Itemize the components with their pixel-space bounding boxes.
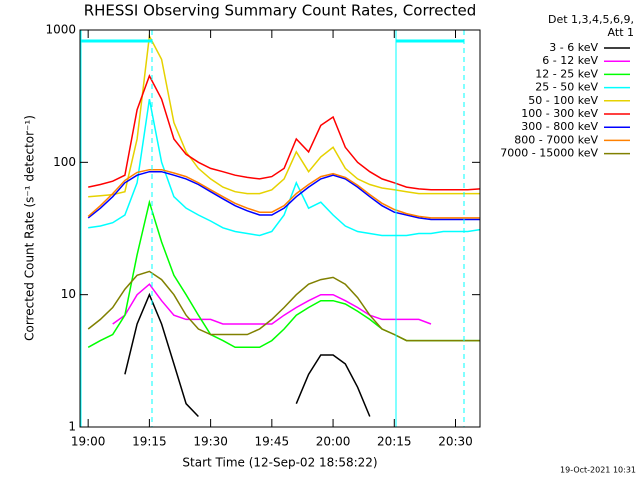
legend-label: 12 - 25 keV: [535, 67, 598, 80]
series-line: [112, 283, 432, 325]
y-tick-label: 100: [53, 155, 76, 169]
plot-area: [87, 33, 481, 418]
series-line: [87, 168, 480, 219]
legend-label: 7000 - 15000 keV: [500, 147, 598, 160]
y-tick-label: 1: [68, 420, 76, 434]
y-axis-label: Corrected Count Rate (s⁻¹ detector⁻¹): [23, 115, 37, 341]
legend-label: 6 - 12 keV: [542, 54, 598, 67]
x-tick-label: 19:45: [255, 435, 290, 449]
axes-frame: [79, 29, 481, 428]
series-line: [88, 99, 481, 237]
chart-title: RHESSI Observing Summary Count Rates, Co…: [84, 2, 477, 20]
series-line: [87, 270, 480, 342]
legend-label: 50 - 100 keV: [528, 94, 598, 107]
y-tick-label: 1000: [45, 23, 76, 37]
legend-label: 25 - 50 keV: [535, 81, 598, 94]
attenuator-markers: [80, 30, 465, 427]
timestamp: 19-Oct-2021 10:31: [560, 466, 636, 475]
series-line: [124, 292, 371, 418]
x-tick-label: 19:30: [193, 435, 228, 449]
x-tick-label: 20:00: [316, 435, 351, 449]
series-line: [87, 170, 480, 221]
series-line: [88, 74, 481, 191]
legend-label: 300 - 800 keV: [521, 120, 598, 133]
x-tick-label: 20:30: [438, 435, 473, 449]
legend-label: 100 - 300 keV: [521, 107, 598, 120]
y-tick-label: 10: [61, 287, 76, 301]
legend-label: 3 - 6 keV: [549, 41, 598, 54]
x-tick-label: 19:15: [132, 435, 167, 449]
legend-title: Att 1: [608, 26, 634, 39]
x-axis-label: Start Time (12-Sep-02 18:58:22): [182, 456, 377, 470]
series-line: [88, 33, 480, 198]
x-tick-label: 19:00: [71, 435, 106, 449]
legend-label: 800 - 7000 keV: [514, 133, 598, 146]
legend-title: Det 1,3,4,5,6,9,: [548, 13, 634, 26]
x-tick-label: 20:15: [377, 435, 412, 449]
